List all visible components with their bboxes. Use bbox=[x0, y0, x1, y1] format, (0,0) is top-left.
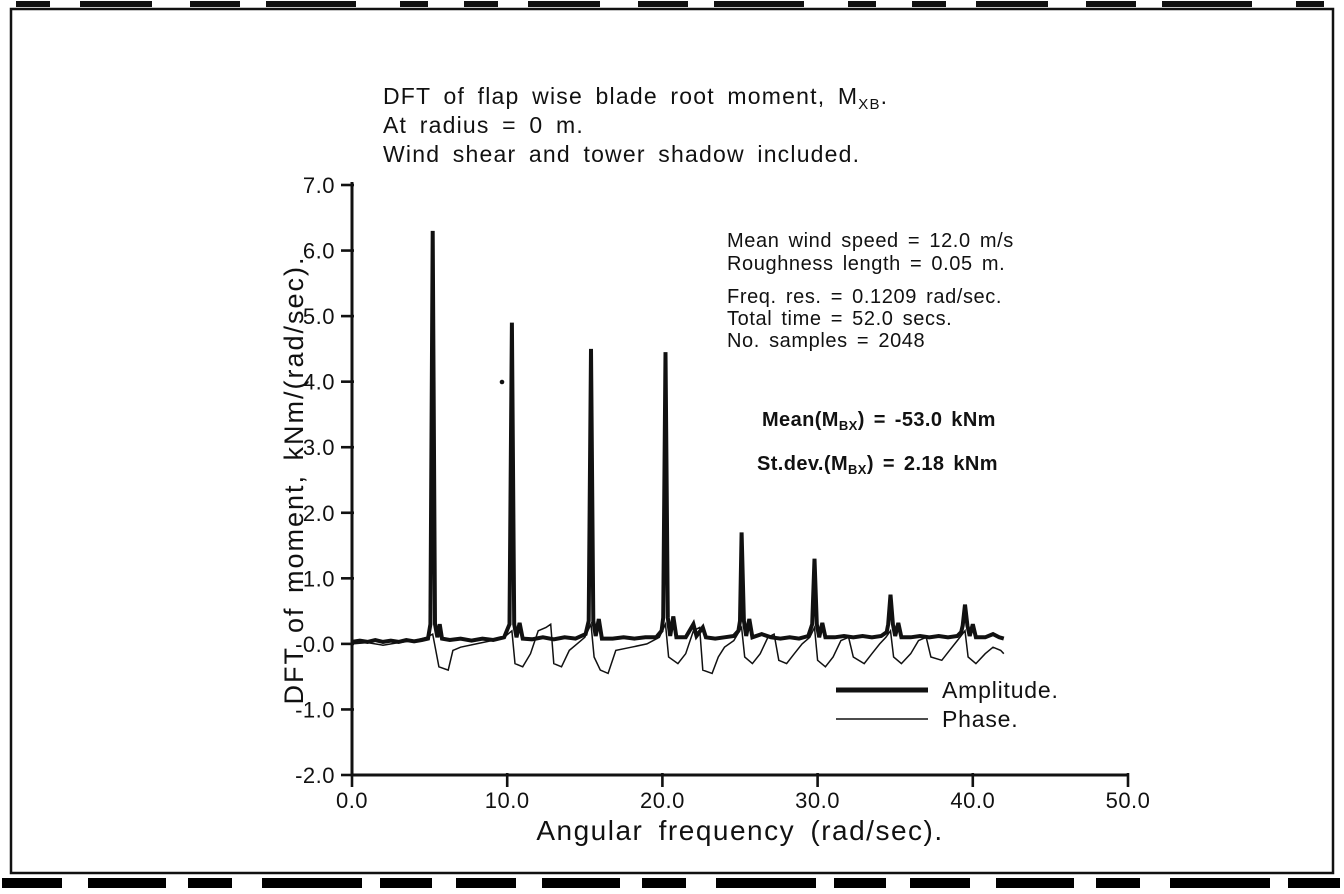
y-tick-label: 2.0 bbox=[303, 501, 335, 526]
scan-border bbox=[9, 7, 1335, 875]
x-tick-label: 30.0 bbox=[795, 788, 840, 813]
y-tick-label: -0.0 bbox=[295, 632, 335, 657]
plot-axes: 7.0 6.0 5.0 4.0 3.0 2.0 1.0 -0.0 -1.0 -2.0 0.0 10.… bbox=[295, 173, 1150, 813]
x-tick-label: 50.0 bbox=[1106, 788, 1151, 813]
plot-series bbox=[351, 230, 1005, 675]
series-line-phase bbox=[351, 621, 1005, 675]
legend-phase-label: Phase. bbox=[942, 706, 1018, 732]
title-line-1: DFT of flap wise blade root moment, MXB. bbox=[383, 83, 888, 113]
annotation-samples: No. samples = 2048 bbox=[727, 330, 925, 352]
y-ticks: 7.0 6.0 5.0 4.0 3.0 2.0 1.0 -0.0 -1.0 -2.0 bbox=[295, 173, 354, 788]
annotations: Mean wind speed = 12.0 m/s Roughness len… bbox=[727, 230, 1014, 477]
y-tick-label: 3.0 bbox=[303, 435, 335, 460]
annotation-mean: Mean(MBX) = -53.0 kNm bbox=[762, 409, 996, 433]
title-line-3: Wind shear and tower shadow included. bbox=[383, 141, 860, 167]
x-tick-label: 0.0 bbox=[336, 788, 368, 813]
y-tick-label: 1.0 bbox=[303, 566, 335, 591]
legend: Amplitude. Phase. bbox=[836, 677, 1059, 732]
y-tick-label: 5.0 bbox=[303, 304, 335, 329]
y-tick-label: 6.0 bbox=[303, 239, 335, 264]
x-tick-label: 40.0 bbox=[950, 788, 995, 813]
annotation-roughness: Roughness length = 0.05 m. bbox=[727, 253, 1005, 275]
y-tick-label: -2.0 bbox=[295, 763, 335, 788]
legend-amplitude-label: Amplitude. bbox=[942, 677, 1059, 703]
annotation-freq-res: Freq. res. = 0.1209 rad/sec. bbox=[727, 286, 1002, 308]
figure-title: DFT of flap wise blade root moment, MXB.… bbox=[383, 83, 888, 167]
annotation-total-time: Total time = 52.0 secs. bbox=[727, 308, 952, 330]
y-axis-label: DFT of moment, kNm/(rad/sec). bbox=[279, 255, 309, 704]
annotation-stdev: St.dev.(MBX) = 2.18 kNm bbox=[757, 453, 998, 477]
x-tick-label: 20.0 bbox=[640, 788, 685, 813]
x-axis-label: Angular frequency (rad/sec). bbox=[536, 815, 943, 846]
x-ticks: 0.0 10.0 20.0 30.0 40.0 50.0 bbox=[336, 773, 1150, 813]
title-line-2: At radius = 0 m. bbox=[383, 112, 584, 138]
y-tick-label: -1.0 bbox=[295, 697, 335, 722]
x-tick-label: 10.0 bbox=[485, 788, 530, 813]
y-tick-label: 4.0 bbox=[303, 370, 335, 395]
y-tick-label: 7.0 bbox=[303, 173, 335, 198]
scan-speck bbox=[499, 379, 505, 385]
annotation-wind-speed: Mean wind speed = 12.0 m/s bbox=[727, 230, 1014, 252]
